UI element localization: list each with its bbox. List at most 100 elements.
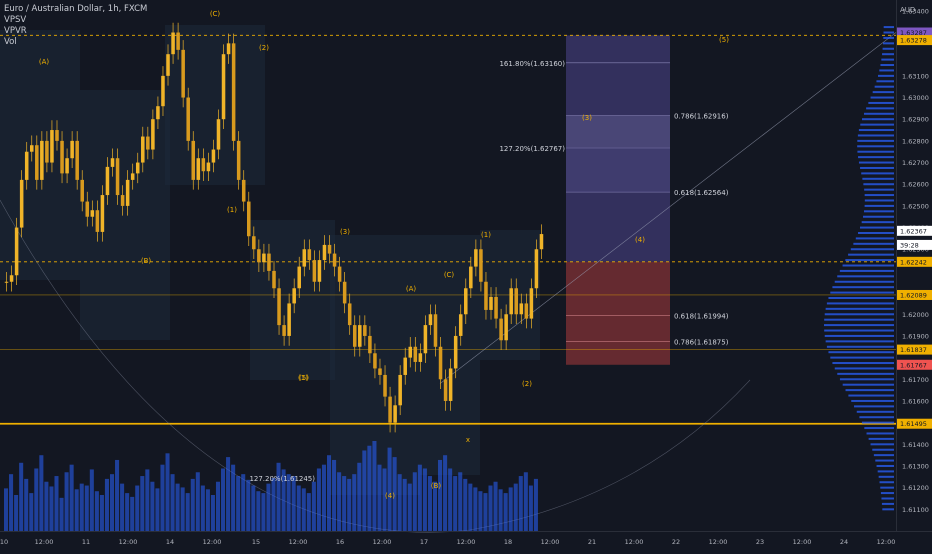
profile-bar [857,145,894,148]
volume-bar [185,493,190,531]
profile-bar [881,58,894,61]
time-tick: 12:00 [793,538,812,546]
candle-body [55,130,59,141]
candle-body [100,195,105,232]
candle-body [201,158,206,172]
profile-bar [824,329,894,332]
profile-bar [879,481,894,484]
candle-body [9,275,14,282]
profile-bar [864,210,894,213]
candle-body [534,249,539,289]
profile-bar [874,85,894,88]
volume-bar [125,493,130,531]
volume-bar [241,474,246,531]
volume-bar [24,478,29,531]
fib-label: 0.618(1.61994) [674,313,729,321]
indicator-vpvr[interactable]: VPVR [4,26,27,36]
time-tick: 12:00 [203,538,222,546]
candle-body [19,179,24,228]
indicator-vpsv[interactable]: VPSV [4,15,27,25]
profile-bar [857,150,894,153]
fib-lower-zone [566,261,670,365]
volume-bar [34,468,39,531]
volume-bar [488,485,493,531]
fib-label: 127.20%(1.62767) [499,145,565,153]
candle-body [428,314,433,326]
candle-body [337,266,342,282]
profile-bar [832,286,894,289]
candle-body [282,325,286,336]
price-tag-bg [897,35,932,46]
wave-label: (A) [39,58,50,66]
symbol-title[interactable]: Euro / Australian Dollar, 1h, FXCM [4,4,148,14]
profile-bar [872,448,894,451]
volume-bar [402,478,407,531]
candle-body [105,166,110,196]
profile-bar [870,443,894,446]
volume-bar [99,495,104,531]
profile-bar [866,432,894,435]
volume-bar [39,455,44,531]
time-tick: 12:00 [457,538,476,546]
candle-body [75,140,79,180]
volume-bar [49,486,54,531]
volume-bar [453,476,458,531]
profile-bar [854,405,894,408]
volume-bar [221,468,226,531]
profile-bar [864,194,894,197]
candle-body [45,140,49,163]
volume-bar [170,474,175,531]
price-tick: 1.62800 [902,137,929,145]
profile-bar [880,492,894,495]
price-tag-bg [897,418,932,429]
wave-label: (B) [141,257,152,265]
candle-body [146,136,150,150]
volume-bar [417,464,422,531]
candle-body [236,140,241,180]
price-tick: 1.62900 [902,116,929,124]
volume-bar [251,485,256,531]
volume-bar [145,469,150,531]
candle-body [539,234,544,250]
candle-body [484,281,488,310]
indicator-vol[interactable]: Vol [4,37,17,47]
volume-bar [256,491,261,531]
candle-body [247,201,251,237]
profile-bar [848,394,894,397]
price-tag: 1.62367 [900,227,927,235]
candle-body [413,346,418,362]
profile-bar [824,313,894,316]
candle-body [171,32,175,55]
price-tag-bg [897,256,932,267]
profile-bar [883,36,894,39]
price-axis[interactable] [896,0,932,531]
volume-bar [518,476,523,531]
candle-body [499,318,503,341]
volume-bar [180,487,185,531]
volume-bar [306,493,311,531]
volume-bar [412,472,417,531]
profile-bar [850,248,894,251]
candle-body [287,303,291,336]
profile-bar [824,318,894,321]
candle-body [196,158,201,180]
wave-label: (5) [719,36,729,44]
profile-bar [830,356,894,359]
candle-body [418,353,423,362]
candle-body [464,288,468,315]
volume-bar [291,476,296,531]
time-tick: 12:00 [625,538,644,546]
price-tag: 1.62242 [900,258,927,266]
volume-bar [443,455,448,531]
profile-bar [883,31,894,34]
time-tick: 11 [82,538,90,546]
time-axis[interactable] [0,531,932,551]
time-tick: 15 [252,538,260,546]
wave-label: (1) [298,374,308,382]
profile-bar [858,129,894,132]
volume-bar [14,495,19,531]
time-tick: 10 [0,538,8,546]
candle-body [373,353,377,369]
